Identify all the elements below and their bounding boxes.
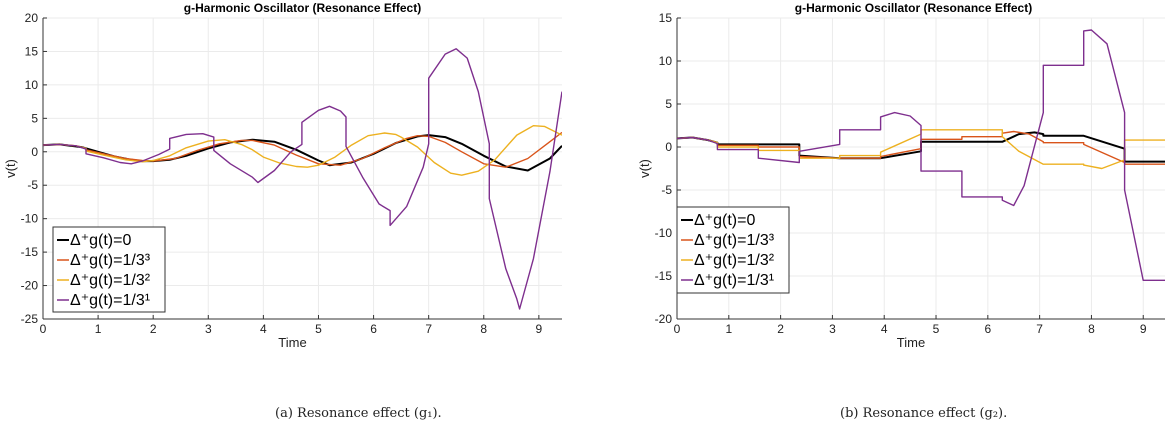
x-tick-label: 7: [1036, 322, 1043, 336]
y-tick-label: 20: [25, 11, 39, 25]
x-tick-label: 7: [425, 322, 432, 336]
y-tick-label: 0: [31, 145, 38, 159]
series-line-1: [43, 131, 562, 168]
x-tick-label: 8: [1088, 322, 1095, 336]
legend-label: Δ⁺g(t)=0: [70, 232, 131, 249]
y-tick-label: 10: [659, 54, 673, 68]
legend-label: Δ⁺g(t)=1/3¹: [694, 272, 774, 289]
x-tick-label: 2: [777, 322, 784, 336]
y-axis-label: v(t): [637, 159, 652, 178]
y-tick-label: 0: [665, 140, 672, 154]
y-tick-label: -25: [21, 312, 39, 326]
legend-label: Δ⁺g(t)=0: [694, 212, 755, 229]
x-tick-label: 8: [480, 322, 487, 336]
legend: Δ⁺g(t)=0 Δ⁺g(t)=1/3³ Δ⁺g(t)=1/3² Δ⁺g(t)=1/3…: [52, 226, 166, 313]
x-tick-label: 3: [205, 322, 212, 336]
y-tick-label: -20: [21, 279, 39, 293]
legend-label: Δ⁺g(t)=1/3²: [70, 272, 151, 289]
chart-title: g-Harmonic Oscillator (Resonance Effect): [795, 1, 1032, 15]
x-tick-label: 2: [150, 322, 157, 336]
legend-box: [52, 226, 166, 313]
x-tick-label: 0: [40, 322, 47, 336]
legend-label: Δ⁺g(t)=1/3³: [70, 252, 151, 269]
caption-a: (a) Resonance effect (g₁).: [275, 406, 442, 421]
y-tick-label: 15: [659, 11, 673, 25]
legend-label: Δ⁺g(t)=1/3¹: [70, 292, 150, 309]
caption-b: (b) Resonance effect (g₂).: [840, 406, 1008, 421]
y-tick-label: 5: [31, 111, 38, 125]
legend-box: [676, 206, 790, 294]
x-tick-label: 5: [315, 322, 322, 336]
x-tick-label: 3: [829, 322, 836, 336]
legend-label: Δ⁺g(t)=1/3²: [694, 252, 775, 269]
x-tick-label: 9: [1140, 322, 1147, 336]
chart-panel-a: 0 1 2 3 4 5 6 7 8 9 -25 -20 -15 -10 -5 0 5 10 15 20 g-Harmon…: [3, 1, 562, 350]
y-tick-label: -5: [27, 178, 38, 192]
x-tick-label: 1: [725, 322, 732, 336]
x-tick-label: 6: [370, 322, 377, 336]
x-axis-label: Time: [897, 335, 925, 350]
x-tick-label: 0: [674, 322, 681, 336]
series-line-3: [677, 29, 1165, 281]
legend-label: Δ⁺g(t)=1/3³: [694, 232, 775, 249]
x-tick-label: 9: [536, 322, 543, 336]
series-line-2: [43, 124, 562, 176]
y-tick-label: -15: [21, 245, 39, 259]
y-tick-label: 10: [25, 78, 39, 92]
series-line-3: [43, 48, 562, 310]
legend: Δ⁺g(t)=0 Δ⁺g(t)=1/3³ Δ⁺g(t)=1/3² Δ⁺g(t)=1/3…: [676, 206, 790, 294]
x-tick-label: 4: [881, 322, 888, 336]
y-tick-label: 15: [25, 44, 39, 58]
y-tick-label: -5: [661, 183, 672, 197]
y-tick-label: -15: [655, 269, 673, 283]
chart-panel-b: 0 1 2 3 4 5 6 7 8 9 -20 -15 -10 -5 0 5 10 15 g-Harmonic Os…: [637, 1, 1165, 350]
x-axis-label: Time: [278, 335, 306, 350]
y-tick-label: 5: [665, 97, 672, 111]
y-tick-label: -10: [21, 212, 39, 226]
x-tick-label: 5: [933, 322, 940, 336]
y-tick-label: -10: [655, 226, 673, 240]
y-tick-label: -20: [655, 312, 673, 326]
y-axis-label: v(t): [3, 159, 18, 178]
x-tick-label: 4: [260, 322, 267, 336]
chart-title: g-Harmonic Oscillator (Resonance Effect): [184, 1, 421, 15]
x-tick-label: 1: [95, 322, 102, 336]
x-tick-label: 6: [984, 322, 991, 336]
